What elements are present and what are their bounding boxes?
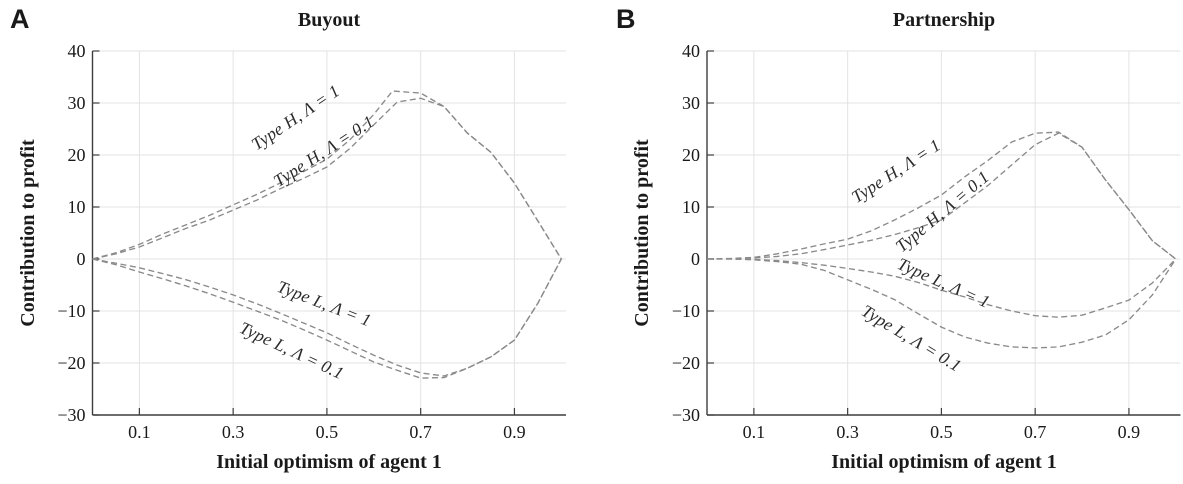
series-label: Type H, Λ = 1 — [848, 135, 944, 207]
x-tick-label: 0.9 — [1118, 422, 1141, 442]
x-tick-label: 0.3 — [836, 422, 859, 442]
series-curve — [707, 258, 1177, 318]
series-label: Type L, Λ = 0.1 — [237, 317, 348, 383]
y-tick-label: 40 — [682, 41, 700, 61]
y-tick-label: 30 — [68, 93, 86, 113]
x-tick-label: 0.3 — [222, 422, 245, 442]
y-tick-label: −30 — [672, 405, 700, 425]
series-curve — [706, 132, 1177, 260]
y-tick-label: 0 — [77, 249, 86, 269]
series-curve — [707, 258, 1177, 349]
y-tick-label: 30 — [682, 93, 700, 113]
x-tick-label: 0.5 — [930, 422, 953, 442]
y-tick-label: 20 — [682, 145, 700, 165]
series-label: Type L, Λ = 0.1 — [858, 300, 965, 375]
panel-b-x-axis-label: Initial optimism of agent 1 — [831, 451, 1057, 473]
x-tick-label: 0.7 — [1024, 422, 1047, 442]
panel-a-y-axis-label: Contribution to profit — [17, 139, 39, 327]
series-curve — [92, 258, 562, 379]
y-tick-label: 10 — [68, 197, 86, 217]
x-tick-label: 0.9 — [503, 422, 526, 442]
series-curve — [92, 90, 562, 260]
y-tick-label: 20 — [68, 145, 86, 165]
y-tick-label: −20 — [672, 353, 700, 373]
y-tick-label: −20 — [57, 353, 85, 373]
y-tick-label: 40 — [68, 41, 86, 61]
series-curve — [92, 258, 562, 377]
series-label: Type L, Λ = 1 — [895, 253, 994, 312]
panel-a-x-axis-label: Initial optimism of agent 1 — [216, 451, 442, 473]
panel-letter-b: B — [616, 4, 636, 34]
y-tick-label: −10 — [57, 301, 85, 321]
series-label: Type L, Λ = 1 — [275, 276, 375, 330]
y-tick-label: −30 — [57, 405, 85, 425]
panel-b-title: Partnership — [892, 9, 996, 31]
y-tick-label: −10 — [672, 301, 700, 321]
panel-b-y-axis-label: Contribution to profit — [631, 139, 653, 327]
x-tick-label: 0.7 — [409, 422, 432, 442]
y-tick-label: 10 — [682, 197, 700, 217]
y-tick-label: 0 — [691, 249, 700, 269]
x-tick-label: 0.1 — [128, 422, 151, 442]
series-label: Type H, Λ = 0.1 — [892, 166, 993, 256]
x-tick-label: 0.5 — [316, 422, 339, 442]
panel-letter-a: A — [10, 4, 30, 34]
x-tick-label: 0.1 — [743, 422, 766, 442]
series-curve — [92, 97, 562, 260]
panel-a-title: Buyout — [297, 9, 361, 31]
